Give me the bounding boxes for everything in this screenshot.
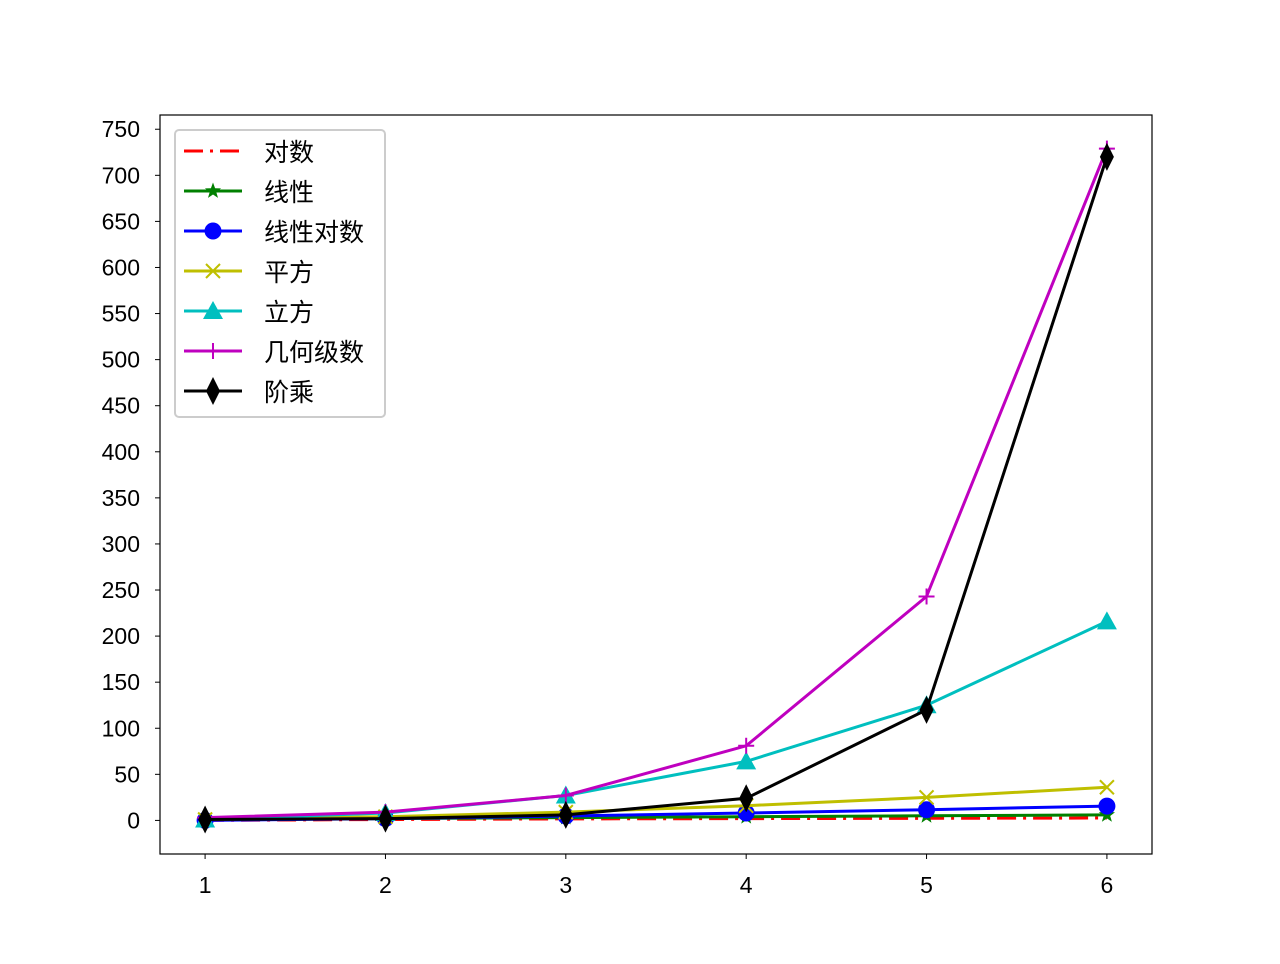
y-tick-label: 750 (102, 116, 140, 142)
y-tick-label: 600 (102, 254, 140, 280)
plus-marker (557, 787, 574, 804)
y-tick-label: 100 (102, 715, 140, 741)
star-marker (204, 182, 222, 198)
x-marker (1099, 779, 1115, 795)
x-tick-label: 5 (920, 872, 933, 898)
series-line (205, 785, 1107, 821)
legend-entry: 线性 (184, 179, 314, 207)
diamond-marker (206, 377, 220, 405)
series-line (205, 620, 1108, 821)
diamond-marker (198, 805, 213, 834)
diamond-marker (1099, 142, 1114, 171)
y-tick-label: 650 (102, 208, 140, 234)
x-marker (205, 263, 221, 279)
y-tick-label: 250 (102, 577, 140, 603)
series-6 (198, 142, 1114, 834)
y-tick-label: 500 (102, 347, 140, 373)
series-line (205, 148, 1109, 820)
legend-entry: 对数 (184, 139, 314, 167)
legend-label: 立方 (264, 299, 314, 327)
series-line (205, 156, 1109, 821)
legend-box (174, 129, 386, 418)
circle-marker (204, 222, 222, 240)
y-tick-label: 0 (127, 807, 140, 833)
triangle-marker (1096, 611, 1117, 630)
legend-label: 线性对数 (264, 219, 364, 247)
legend-entry: 几何级数 (184, 339, 364, 367)
plot-frame (159, 114, 1153, 855)
y-tick-label: 400 (102, 439, 140, 465)
y-tick-label: 550 (102, 301, 140, 327)
diamond-marker (378, 804, 393, 833)
plus-marker (918, 588, 935, 605)
x-tick-label: 2 (379, 872, 392, 898)
plus-marker (738, 737, 755, 754)
legend-label: 平方 (264, 259, 314, 287)
legend-label: 几何级数 (264, 339, 364, 367)
plus-marker (205, 343, 221, 359)
x-tick-label: 4 (740, 872, 753, 898)
triangle-marker (736, 751, 757, 770)
y-tick-label: 700 (102, 162, 140, 188)
legend-entry: 阶乘 (184, 377, 314, 407)
legend-label: 阶乘 (264, 379, 314, 407)
y-tick-label: 50 (114, 761, 140, 787)
circle-marker (1098, 797, 1116, 815)
y-tick-label: 450 (102, 393, 140, 419)
y-tick-label: 150 (102, 669, 140, 695)
circle-marker (918, 801, 936, 819)
x-tick-label: 3 (559, 872, 572, 898)
legend-label: 对数 (264, 139, 314, 167)
y-tick-label: 350 (102, 485, 140, 511)
y-tick-label: 200 (102, 623, 140, 649)
triangle-marker (203, 301, 223, 319)
legend-entry: 线性对数 (184, 219, 364, 247)
diamond-marker (919, 695, 934, 724)
diamond-marker (739, 784, 754, 813)
x-tick-label: 6 (1101, 872, 1114, 898)
legend-entry: 平方 (184, 259, 314, 287)
legend-entry: 立方 (184, 299, 314, 327)
x-marker (918, 789, 935, 806)
x-tick-label: 1 (199, 872, 212, 898)
legend-label: 线性 (264, 179, 314, 207)
diamond-marker (558, 800, 573, 829)
y-tick-label: 300 (102, 531, 140, 557)
